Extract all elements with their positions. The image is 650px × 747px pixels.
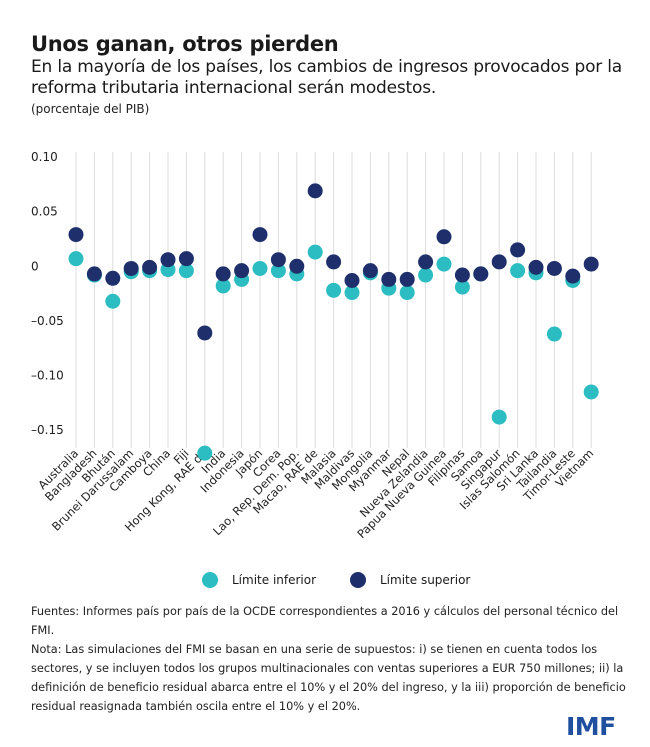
dot-upper-bound: [234, 263, 250, 279]
dot-upper-bound: [142, 259, 158, 275]
dot-lower-bound: [399, 285, 415, 301]
dot-plot-chart: 0.100.050–0.05–0.10–0.15AustraliaBanglad…: [31, 150, 599, 541]
sources-note: Fuentes: Informes país por país de la OC…: [31, 605, 619, 637]
dot-lower-bound: [326, 282, 342, 298]
dot-upper-bound: [197, 325, 213, 341]
imf-logo: IMF: [566, 712, 616, 741]
dot-upper-bound: [68, 227, 84, 243]
legend: Límite inferior Límite superior: [0, 572, 650, 592]
dot-upper-bound: [510, 242, 526, 258]
unit-label: (porcentaje del PIB): [31, 102, 150, 116]
dot-upper-bound: [289, 258, 305, 274]
dot-lower-bound: [105, 293, 121, 309]
dot-lower-bound: [418, 267, 434, 283]
y-tick-label: –0.15: [31, 423, 64, 437]
dot-lower-bound: [436, 256, 452, 272]
dot-upper-bound: [160, 252, 176, 268]
dot-lower-bound: [510, 263, 526, 279]
dot-lower-bound: [270, 263, 286, 279]
dot-lower-bound: [454, 279, 470, 295]
dot-upper-bound: [454, 267, 470, 283]
dot-upper-bound: [362, 263, 378, 279]
dot-upper-bound: [399, 271, 415, 287]
y-tick-label: –0.10: [31, 369, 64, 383]
dot-lower-bound: [68, 251, 84, 267]
dot-upper-bound: [491, 254, 507, 270]
dot-upper-bound: [565, 268, 581, 284]
legend-item-upper: Límite superior: [350, 572, 470, 588]
dot-upper-bound: [583, 256, 599, 272]
legend-swatch-lower: [202, 572, 218, 588]
dot-upper-bound: [528, 259, 544, 275]
dot-lower-bound: [252, 260, 268, 276]
y-tick-label: 0: [31, 259, 39, 273]
dot-lower-bound: [197, 445, 213, 461]
dot-upper-bound: [215, 266, 231, 282]
legend-swatch-upper: [350, 572, 366, 588]
dot-upper-bound: [381, 271, 397, 287]
dot-upper-bound: [546, 260, 562, 276]
dot-upper-bound: [344, 272, 360, 288]
dot-upper-bound: [436, 229, 452, 245]
methodology-note: Nota: Las simulaciones del FMI se basan …: [31, 643, 626, 713]
dot-lower-bound: [546, 326, 562, 342]
dot-lower-bound: [307, 244, 323, 260]
dot-upper-bound: [270, 252, 286, 268]
dot-upper-bound: [326, 254, 342, 270]
dot-lower-bound: [583, 384, 599, 400]
dot-lower-bound: [344, 285, 360, 301]
legend-label-lower: Límite inferior: [232, 573, 317, 587]
dot-upper-bound: [473, 266, 489, 282]
dot-upper-bound: [178, 251, 194, 267]
chart-subtitle: En la mayoría de los países, los cambios…: [31, 57, 623, 98]
chart-title: Unos ganan, otros pierden: [31, 32, 339, 56]
dot-upper-bound: [252, 227, 268, 243]
y-tick-label: –0.05: [31, 314, 64, 328]
dot-upper-bound: [418, 254, 434, 270]
y-tick-label: 0.05: [31, 205, 58, 219]
dot-lower-bound: [215, 278, 231, 294]
dot-lower-bound: [491, 409, 507, 425]
dot-upper-bound: [86, 266, 102, 282]
footnotes: Fuentes: Informes país por país de la OC…: [31, 602, 631, 716]
y-tick-label: 0.10: [31, 150, 58, 164]
dot-lower-bound: [178, 263, 194, 279]
dot-upper-bound: [105, 270, 121, 286]
dot-upper-bound: [307, 183, 323, 199]
dot-upper-bound: [123, 260, 139, 276]
legend-label-upper: Límite superior: [380, 573, 471, 587]
legend-item-lower: Límite inferior: [202, 572, 316, 588]
